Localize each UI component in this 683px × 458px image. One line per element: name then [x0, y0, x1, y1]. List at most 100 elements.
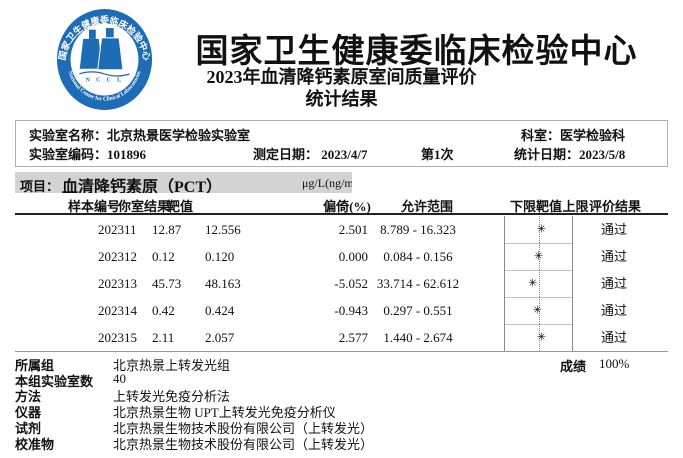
sample-id-cell: 202311: [98, 222, 137, 237]
lab-info-box: 实验室名称：北京热景医学检验实验室 科室：医学检验科 实验室编码：101896 …: [15, 120, 668, 167]
test-date-row: 测定日期： 2023/4/7: [253, 144, 368, 163]
department-label: 科室：: [521, 128, 561, 143]
table-row: 202311 12.87 12.556 2.501 8.789 - 16.323…: [0, 216, 683, 244]
result-cell: 0.42: [152, 303, 175, 318]
col-header-sample-id: 样本编号: [68, 199, 121, 214]
upper-limit-line: [572, 216, 573, 243]
bias-cell: -5.052: [334, 276, 368, 291]
lab-code-value: 101896: [107, 147, 147, 162]
lab-code-label: 实验室编码：: [29, 147, 108, 162]
stat-date-row: 统计日期：2023/5/8: [514, 144, 625, 163]
project-unit: μg/L(ng/m: [302, 176, 352, 190]
col-header-bias: 偏倚(%): [323, 199, 371, 214]
lower-limit-line: [504, 243, 505, 270]
field-label-instrument: 仪器: [15, 405, 42, 420]
lab-name-row: 实验室名称：北京热景医学检验实验室: [29, 125, 250, 144]
evaluation-cell: 通过: [600, 276, 627, 291]
range-cell: 0.297 - 0.551: [383, 303, 453, 318]
field-label-group: 所属组: [15, 358, 55, 373]
upper-limit-line: [572, 324, 573, 351]
range-chart: ✳: [504, 297, 573, 325]
col-header-range: 允许范围: [400, 199, 453, 214]
field-value-instrument: 北京热景生物 UPT上转发光免疫分析仪: [113, 405, 336, 420]
upper-limit-line: [572, 243, 573, 270]
result-marker: ✳: [536, 330, 547, 343]
logo-letters: N C C L: [86, 78, 124, 84]
range-cell: 8.789 - 16.323: [380, 222, 456, 237]
evaluation-cell: 通过: [600, 303, 627, 318]
nccl-logo: 国家卫生健康委临床检验中心 National Center for Clinic…: [56, 8, 153, 111]
field-label-calibrator: 校准物: [15, 437, 55, 452]
table-row: 202312 0.12 0.120 0.000 0.084 - 0.156 ✳ …: [0, 243, 683, 271]
stat-date-label: 统计日期：: [514, 147, 580, 162]
header-rule: [15, 213, 668, 215]
target-line: [538, 216, 540, 243]
target-line: [538, 297, 540, 324]
lab-name-value: 北京热景医学检验实验室: [107, 128, 251, 143]
target-cell: 48.163: [205, 276, 241, 291]
col-header-target2: 靶值: [536, 199, 563, 214]
sample-id-cell: 202312: [98, 249, 137, 264]
bias-cell: 2.501: [338, 222, 368, 237]
report-subtitle: 统计结果: [305, 89, 378, 109]
project-label: 项目：: [20, 179, 60, 193]
target-line: [538, 243, 540, 270]
test-date-value: 2023/4/7: [321, 147, 368, 162]
sample-id-cell: 202315: [98, 330, 137, 345]
range-cell: 33.714 - 62.612: [376, 276, 460, 291]
result-marker: ✳: [528, 276, 538, 289]
col-header-lower: 下限: [510, 199, 537, 214]
target-line: [538, 270, 540, 297]
score-value: 100%: [599, 356, 630, 371]
bias-cell: 2.577: [338, 330, 368, 345]
table-row: 202314 0.42 0.424 -0.943 0.297 - 0.551 ✳…: [0, 297, 683, 325]
stat-date-value: 2023/5/8: [579, 147, 626, 162]
project-name: 血清降钙素原（PCT）: [62, 179, 223, 193]
field-value-lab-count: 40: [113, 371, 126, 386]
project-bar: 项目： 血清降钙素原（PCT） μg/L(ng/m: [15, 172, 352, 193]
score-label: 成绩: [560, 359, 587, 374]
result-cell: 2.11: [152, 330, 175, 345]
target-line: [538, 324, 540, 351]
range-chart: ✳: [504, 216, 573, 244]
org-title: 国家卫生健康委临床检验中心: [195, 34, 638, 70]
report-title: 2023年血清降钙素原室间质量评价: [206, 67, 477, 87]
evaluation-cell: 通过: [600, 330, 627, 345]
lower-limit-line: [504, 324, 505, 351]
lower-limit-line: [504, 216, 505, 243]
lab-name-label: 实验室名称：: [29, 128, 108, 143]
result-marker: ✳: [533, 249, 544, 262]
target-cell: 12.556: [205, 222, 241, 237]
table-row: 202313 45.73 48.163 -5.052 33.714 - 62.6…: [0, 270, 683, 298]
evaluation-cell: 通过: [600, 249, 627, 264]
round-indicator: 第1次: [421, 147, 454, 162]
lab-code-row: 实验室编码：101896: [29, 144, 146, 163]
result-cell: 0.12: [152, 249, 175, 264]
range-cell: 0.084 - 0.156: [383, 249, 453, 264]
target-cell: 2.057: [205, 330, 235, 345]
target-cell: 0.120: [205, 249, 235, 264]
lower-limit-line: [504, 270, 505, 297]
field-label-lab-count: 本组实验室数: [15, 374, 94, 389]
result-cell: 45.73: [152, 276, 182, 291]
upper-limit-line: [572, 297, 573, 324]
sample-id-cell: 202314: [98, 303, 137, 318]
field-value-reagent: 北京热景生物技术股份有限公司（上转发光）: [113, 421, 374, 436]
bias-cell: 0.000: [338, 249, 368, 264]
field-value-method: 上转发光免疫分析法: [113, 389, 231, 404]
test-date-label: 测定日期：: [253, 147, 319, 162]
target-cell: 0.424: [205, 303, 235, 318]
range-chart: ✳: [504, 270, 573, 298]
nccl-logo-icon: 国家卫生健康委临床检验中心 National Center for Clinic…: [56, 9, 153, 110]
flask-icons: [79, 27, 124, 71]
logo-wave-line: [79, 71, 130, 77]
col-header-evaluation: 评价结果: [589, 199, 642, 214]
result-marker: ✳: [536, 222, 546, 235]
upper-limit-line: [572, 270, 573, 297]
department-value: 医学检验科: [560, 128, 626, 143]
result-cell: 12.87: [152, 222, 182, 237]
field-value-calibrator: 北京热景生物技术股份有限公司（上转发光）: [113, 437, 374, 452]
result-marker: ✳: [532, 303, 542, 316]
range-chart: ✳: [504, 324, 573, 351]
col-header-target: 靶值: [166, 199, 193, 214]
